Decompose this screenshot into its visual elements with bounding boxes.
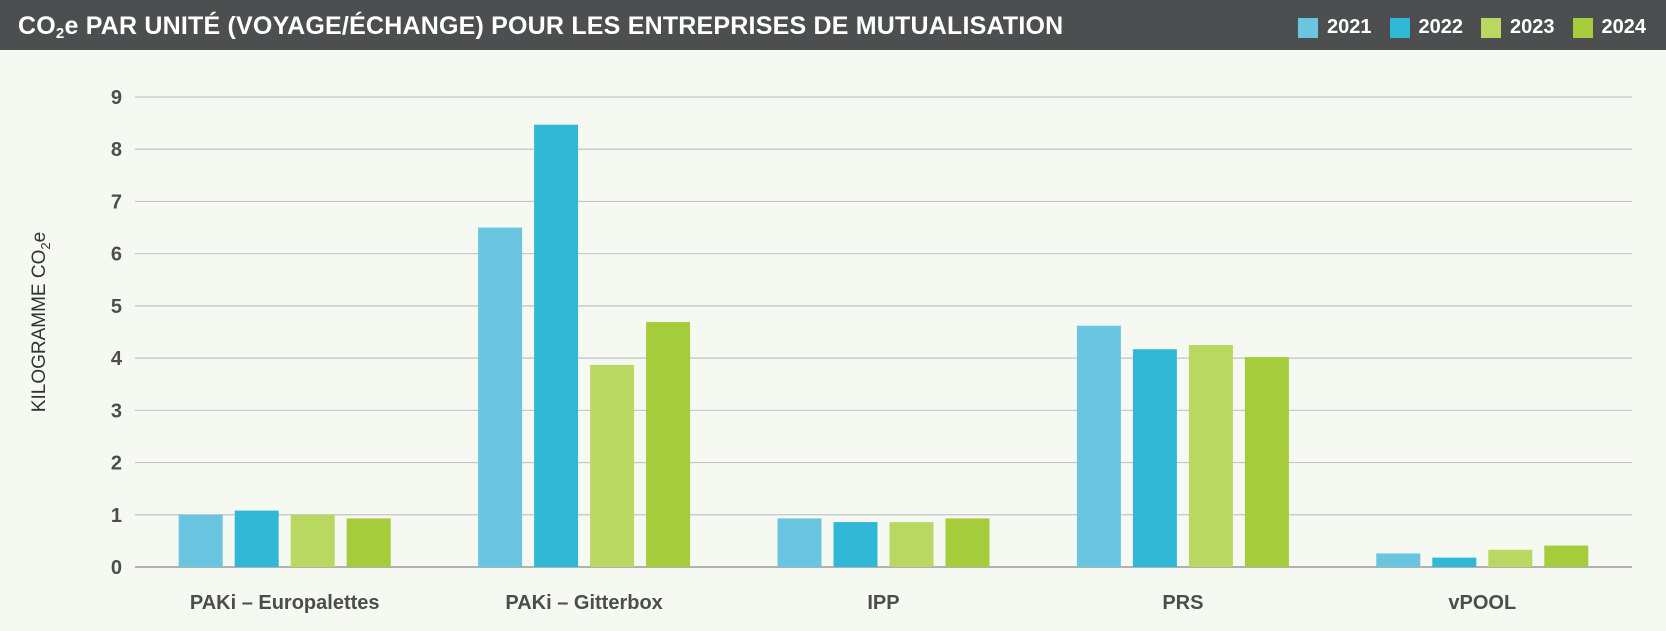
legend-swatch xyxy=(1481,17,1501,38)
bar-2024 xyxy=(646,322,691,567)
bar-2024 xyxy=(945,518,990,567)
bar-2022 xyxy=(534,124,579,567)
bar-2023 xyxy=(889,522,934,567)
x-axis-labels: PAKi – Europalettes PAKi – Gitterbox IPP PR… xyxy=(190,592,1516,614)
bars xyxy=(178,124,1589,568)
y-tick-label: 5 xyxy=(111,296,122,318)
legend-swatch xyxy=(1298,17,1318,38)
bar-2023 xyxy=(290,514,335,567)
y-tick-label: 8 xyxy=(111,139,122,161)
bar-2023 xyxy=(1488,549,1533,567)
legend-label: 2021 xyxy=(1327,16,1372,38)
bar-2023 xyxy=(590,364,635,567)
chart-header: CO2e PAR UNITÉ (VOYAGE/ÉCHANGE) POUR LES… xyxy=(0,0,1666,50)
y-tick-label: 6 xyxy=(111,244,122,266)
bar-2024 xyxy=(1544,545,1589,567)
bar-2022 xyxy=(1432,557,1477,567)
x-category-label: PAKi – Europalettes xyxy=(190,592,380,614)
bar-2021 xyxy=(1076,325,1121,567)
y-axis-label: KILOGRAMME CO2e xyxy=(29,232,53,412)
legend-swatch xyxy=(1572,17,1593,38)
y-tick-label: 2 xyxy=(111,453,122,475)
x-category-label: PRS xyxy=(1162,592,1203,614)
bar-2023 xyxy=(1188,345,1233,567)
title-text-part: CO xyxy=(18,12,56,40)
bar-2024 xyxy=(1244,357,1289,567)
y-tick-label: 4 xyxy=(111,348,123,370)
x-category-label: PAKi – Gitterbox xyxy=(505,592,662,614)
x-category-label: vPOOL xyxy=(1448,592,1516,614)
bar-2021 xyxy=(478,227,523,568)
bar-2022 xyxy=(1132,349,1177,567)
x-category-label: IPP xyxy=(867,592,899,614)
bar-2021 xyxy=(1376,553,1421,567)
title-text-rest: e PAR UNITÉ (VOYAGE/ÉCHANGE) POUR LES EN… xyxy=(64,12,1064,40)
y-tick-label: 0 xyxy=(111,557,122,579)
y-tick-label: 9 xyxy=(111,87,122,109)
legend: 2021 2022 2023 2024 xyxy=(1298,16,1646,39)
legend-label: 2023 xyxy=(1510,16,1555,38)
legend-item-2022: 2022 xyxy=(1389,16,1464,39)
y-tick-label: 7 xyxy=(111,191,122,213)
bar-2024 xyxy=(346,518,391,567)
legend-label: 2022 xyxy=(1418,16,1464,38)
bar-2022 xyxy=(833,522,878,567)
bar-2022 xyxy=(234,510,279,567)
chart-title: CO2e PAR UNITÉ (VOYAGE/ÉCHANGE) POUR LES… xyxy=(18,12,1063,41)
y-axis-ticks: 0 1 2 3 4 5 6 7 8 9 xyxy=(111,87,123,579)
legend-item-2024: 2024 xyxy=(1572,16,1647,39)
gridlines xyxy=(135,96,1632,568)
legend-item-2021: 2021 xyxy=(1298,16,1372,39)
y-tick-label: 1 xyxy=(111,505,122,527)
bar-2021 xyxy=(178,514,223,567)
legend-item-2023: 2023 xyxy=(1481,16,1555,39)
title-subscript: 2 xyxy=(55,25,65,42)
y-tick-label: 3 xyxy=(111,400,122,422)
bar-2021 xyxy=(777,518,822,567)
legend-label: 2024 xyxy=(1601,16,1647,38)
legend-swatch xyxy=(1389,17,1410,38)
bar-chart: 0 1 2 3 4 5 6 7 8 9 PAKi – Europalettes PAKi – Git… xyxy=(29,87,1632,614)
